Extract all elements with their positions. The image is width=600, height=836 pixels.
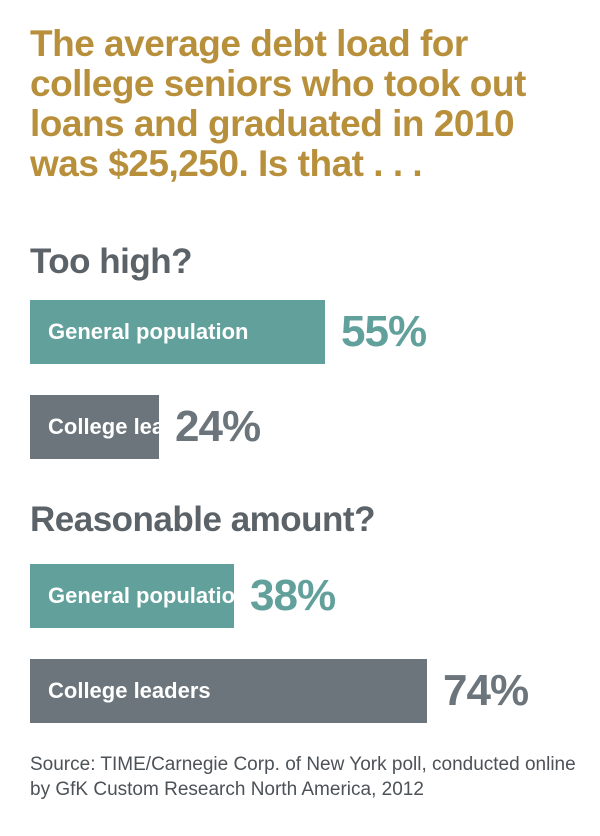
bar-category-label: General population xyxy=(48,583,249,608)
bar-value-label: 38% xyxy=(250,571,336,620)
bar-general-population: General population xyxy=(30,564,248,628)
bar-value-label: 55% xyxy=(341,307,427,356)
chart-title: The average debt load for college senior… xyxy=(30,23,526,184)
section-question: Too high? xyxy=(30,242,193,281)
source-note: Source: TIME/Carnegie Corp. of New York … xyxy=(30,754,576,800)
bar-general-population: General population xyxy=(30,300,325,364)
bar-value-label: 24% xyxy=(175,402,261,451)
bar-college-leaders: College leaders xyxy=(30,395,211,459)
bar-college-leaders: College leaders xyxy=(30,659,427,723)
bar-category-label: College leaders xyxy=(48,678,211,703)
section-question: Reasonable amount? xyxy=(30,500,375,539)
bar-value-label: 74% xyxy=(443,666,529,715)
bar-category-label: General population xyxy=(48,319,249,344)
bar-category-label: College leaders xyxy=(48,414,211,439)
